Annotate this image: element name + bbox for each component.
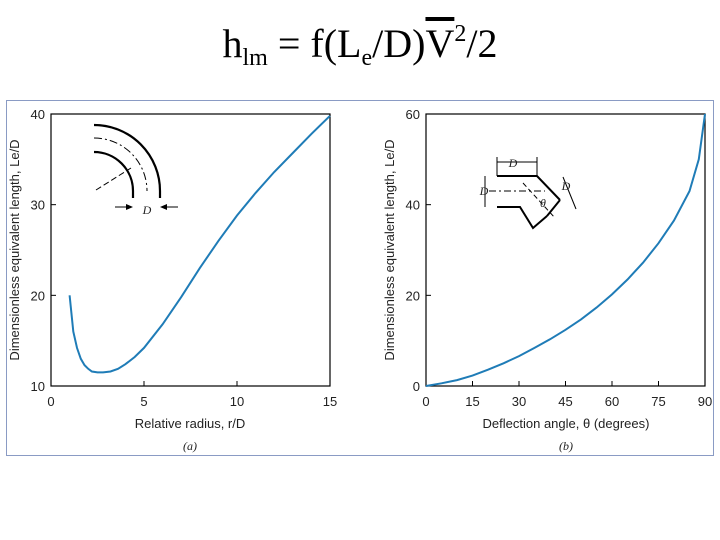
miter-dim-right-label: D	[561, 179, 571, 193]
bend-outer-wall	[93, 123, 162, 198]
bend-inner-wall	[93, 150, 135, 198]
panel-a-plot-frame	[50, 113, 331, 387]
panel-b-x-tick-label: 90	[698, 394, 712, 409]
panel-a-bend-inset: D	[93, 123, 178, 217]
miter-dim-right	[562, 176, 577, 210]
panel-b-x-tick-label: 45	[558, 394, 572, 409]
panel-b-y-tick-label: 20	[406, 288, 420, 303]
miter-bottom-wall	[497, 206, 548, 230]
bend-diameter-label: D	[142, 203, 152, 217]
bend-dim-arrowhead-left	[126, 204, 133, 210]
bend-dim-arrowhead-right	[160, 204, 167, 210]
formula-e-subscript: e	[361, 45, 373, 71]
panel-a-x-tick-label: 0	[47, 394, 54, 409]
panel-b-y-axis-label: Dimensionless equivalent length, Le/D	[382, 139, 397, 360]
panel-a-y-tick-label: 30	[31, 198, 45, 213]
panel-b-series-line	[425, 113, 706, 387]
bend-centerline	[93, 137, 148, 192]
panel-b-plot-frame	[425, 113, 706, 387]
panel-a-y-tick-label: 10	[31, 379, 45, 394]
panel-a-label: (a)	[183, 439, 197, 453]
panel-b-x-tick-label: 30	[512, 394, 526, 409]
bend-radius-line	[95, 167, 132, 191]
miter-end-wall	[546, 199, 561, 217]
panel-a-x-tick-label: 5	[140, 394, 147, 409]
formula-squared: 2	[454, 21, 467, 47]
formula-v: V	[425, 21, 455, 66]
panel-b: 0 20 40 60 0 15 30 45 60 75 90 Deflection angle, …	[382, 107, 712, 453]
formula-title: hlm = f(Le/D)V2/2	[0, 20, 720, 72]
figure-frame	[6, 100, 714, 456]
panel-a-y-tick-label: 20	[31, 288, 45, 303]
panel-a-y-tick-label: 40	[31, 107, 45, 122]
miter-top-wall	[497, 175, 561, 201]
panel-b-label: (b)	[559, 439, 573, 453]
panel-b-x-tick-label: 0	[422, 394, 429, 409]
panel-b-x-tick-label: 15	[465, 394, 479, 409]
miter-theta-label: θ	[540, 196, 546, 210]
panel-a-x-tick-label: 10	[230, 394, 244, 409]
panel-b-x-tick-label: 75	[651, 394, 665, 409]
panel-a-x-tick-label: 15	[323, 394, 337, 409]
formula-end: /2	[466, 21, 498, 66]
formula-lm-subscript: lm	[242, 45, 268, 71]
panel-a-x-ticks: 0 5 10 15	[47, 381, 337, 409]
panel-b-x-tick-label: 60	[605, 394, 619, 409]
panel-a-series-line	[68, 115, 331, 374]
panel-a: 10 20 30 40 0 5 10 15 Relative radius, r/D Dim…	[7, 107, 337, 453]
panel-b-y-tick-label: 60	[406, 107, 420, 122]
panel-a-x-axis-label: Relative radius, r/D	[135, 416, 246, 431]
panel-b-y-tick-label: 40	[406, 198, 420, 213]
formula-d: /D)	[372, 21, 426, 66]
formula-h: h	[222, 21, 243, 66]
miter-dim-top-label: D	[508, 156, 518, 170]
miter-angle-line	[522, 182, 556, 219]
panel-a-y-ticks: 10 20 30 40	[31, 107, 56, 394]
panel-b-y-ticks: 0 20 40 60	[406, 107, 431, 394]
miter-dim-left-label: D	[479, 184, 489, 198]
panel-b-y-tick-label: 0	[413, 379, 420, 394]
panel-a-y-axis-label: Dimensionless equivalent length, Le/D	[7, 139, 22, 360]
formula-mid: = f(L	[267, 21, 362, 66]
panel-b-x-ticks: 0 15 30 45 60 75 90	[422, 381, 712, 409]
panel-b-x-axis-label: Deflection angle, θ (degrees)	[483, 416, 650, 431]
panel-b-miter-inset: D D D θ	[479, 156, 577, 230]
